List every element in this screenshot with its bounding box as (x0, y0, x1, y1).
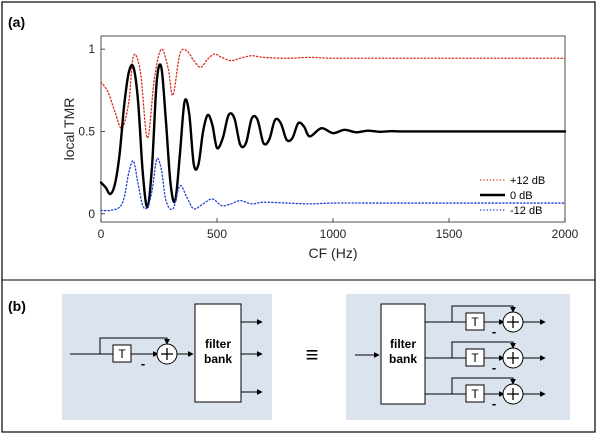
right-ch1-bypass (451, 305, 516, 322)
left-delay-label: T (118, 347, 126, 361)
right-filter-bank-label-2: bank (389, 352, 417, 366)
x-tick-label: 2000 (552, 227, 579, 241)
right-ch1-delay-label: T (471, 315, 479, 329)
panel-a-label: (a) (8, 14, 25, 30)
right-ch1-delay-box (465, 312, 485, 331)
axis-ticks: 0 500 1000 1500 2000 0 0.5 1 (78, 42, 578, 241)
x-axis-label: CF (Hz) (309, 245, 358, 261)
series-plus-12-db (100, 48, 566, 139)
right-ch1-minus: - (492, 324, 496, 339)
x-tick-label: 500 (207, 227, 227, 241)
right-ch2-bypass (451, 341, 516, 358)
left-filter-bank-label-2: bank (204, 352, 232, 366)
series-0-db (99, 63, 567, 209)
right-ch2-delay-label: T (471, 351, 479, 365)
right-ch3-minus: - (492, 396, 496, 411)
left-filter-bank-block (194, 303, 242, 403)
left-diagram: T - filter bank (62, 294, 272, 420)
equivalence-symbol: ≡ (306, 342, 319, 367)
right-ch3-delay-label: T (471, 387, 479, 401)
left-filter-bank-label-1: filter (205, 337, 231, 351)
legend-label-0db: 0 dB (510, 190, 533, 202)
left-minus-sign: - (141, 356, 145, 371)
series-minus-12-db (100, 157, 566, 212)
chart-legend: +12 dB 0 dB -12 dB (480, 175, 545, 217)
left-delay-box (112, 344, 132, 363)
right-ch3-bypass (451, 377, 516, 394)
left-bypass-line (99, 337, 170, 354)
x-tick-label: 0 (98, 227, 105, 241)
y-tick-label: 0.5 (78, 124, 95, 138)
right-ch2-delay-box (465, 348, 485, 367)
y-tick-label: 1 (88, 42, 95, 56)
x-tick-label: 1500 (436, 227, 463, 241)
right-diagram-background (346, 294, 570, 420)
right-filter-bank-block (380, 303, 426, 405)
y-axis-label: local TMR (61, 98, 77, 161)
y-tick-label: 0 (88, 207, 95, 221)
right-ch3-delay-box (465, 384, 485, 403)
panel-b-label: (b) (8, 298, 26, 314)
right-diagram: filter bank T - T - T - (346, 294, 570, 420)
x-tick-label: 1000 (320, 227, 347, 241)
series-layer (99, 48, 567, 212)
right-ch2-minus: - (492, 360, 496, 375)
legend-label-minus12: -12 dB (510, 205, 542, 217)
right-filter-bank-label-1: filter (390, 337, 416, 351)
legend-label-plus12: +12 dB (510, 175, 545, 187)
